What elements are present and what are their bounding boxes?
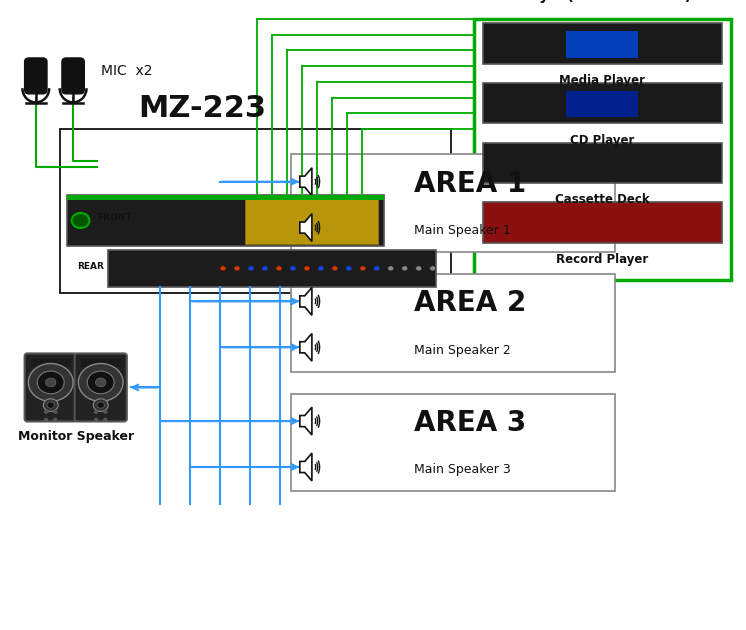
FancyBboxPatch shape	[67, 195, 384, 246]
FancyBboxPatch shape	[474, 19, 731, 280]
FancyBboxPatch shape	[67, 195, 384, 200]
Circle shape	[47, 402, 54, 408]
Polygon shape	[300, 214, 312, 241]
Circle shape	[360, 266, 366, 271]
Polygon shape	[300, 453, 312, 481]
Circle shape	[416, 266, 421, 271]
Circle shape	[374, 266, 380, 271]
Circle shape	[262, 266, 268, 271]
FancyBboxPatch shape	[483, 83, 722, 123]
Circle shape	[402, 266, 408, 271]
Circle shape	[304, 266, 310, 271]
FancyBboxPatch shape	[108, 250, 436, 287]
Polygon shape	[300, 168, 312, 195]
Circle shape	[46, 378, 56, 387]
FancyBboxPatch shape	[31, 359, 71, 367]
FancyBboxPatch shape	[566, 91, 639, 117]
Text: Main Speaker 3: Main Speaker 3	[414, 464, 511, 476]
Circle shape	[37, 371, 64, 394]
Text: Record Player: Record Player	[557, 253, 648, 266]
Text: FRONT: FRONT	[97, 214, 131, 222]
Text: MIC  x2: MIC x2	[101, 64, 152, 78]
FancyBboxPatch shape	[81, 359, 121, 367]
Circle shape	[248, 266, 254, 271]
Text: Cassette Deck: Cassette Deck	[555, 193, 650, 207]
FancyBboxPatch shape	[245, 197, 377, 244]
Text: AREA 1: AREA 1	[414, 169, 527, 198]
Circle shape	[44, 410, 48, 414]
Text: AREA 3: AREA 3	[414, 409, 527, 437]
Circle shape	[43, 399, 58, 411]
Circle shape	[318, 266, 324, 271]
Circle shape	[290, 266, 296, 271]
Circle shape	[103, 418, 107, 421]
Text: Main Speaker 2: Main Speaker 2	[414, 344, 511, 357]
Text: Main Speaker 1: Main Speaker 1	[414, 224, 511, 237]
FancyBboxPatch shape	[483, 142, 722, 183]
FancyBboxPatch shape	[25, 58, 47, 94]
Text: AREA 2: AREA 2	[414, 289, 527, 318]
Circle shape	[28, 364, 73, 401]
Circle shape	[332, 266, 338, 271]
Circle shape	[44, 418, 48, 421]
FancyBboxPatch shape	[62, 58, 84, 94]
FancyBboxPatch shape	[75, 353, 127, 421]
Circle shape	[95, 378, 106, 387]
Circle shape	[94, 418, 98, 421]
Circle shape	[430, 266, 436, 271]
Circle shape	[276, 266, 282, 271]
Circle shape	[220, 266, 226, 271]
Circle shape	[94, 410, 98, 414]
Circle shape	[72, 213, 90, 228]
FancyBboxPatch shape	[291, 154, 615, 252]
Circle shape	[87, 371, 114, 394]
Text: Media Player: Media Player	[560, 74, 645, 87]
FancyBboxPatch shape	[483, 23, 722, 64]
Text: Player(MAX:10Units): Player(MAX:10Units)	[513, 0, 692, 3]
FancyBboxPatch shape	[483, 202, 722, 243]
Polygon shape	[300, 287, 312, 315]
FancyBboxPatch shape	[25, 353, 77, 421]
Circle shape	[234, 266, 240, 271]
Circle shape	[346, 266, 352, 271]
Circle shape	[97, 402, 104, 408]
Polygon shape	[300, 333, 312, 361]
FancyBboxPatch shape	[291, 394, 615, 491]
Circle shape	[103, 410, 107, 414]
Text: Monitor Speaker: Monitor Speaker	[18, 430, 134, 444]
FancyBboxPatch shape	[566, 31, 639, 57]
Circle shape	[53, 418, 57, 421]
Circle shape	[53, 410, 57, 414]
Text: CD Player: CD Player	[570, 134, 635, 147]
Text: MZ-223: MZ-223	[138, 94, 266, 123]
Circle shape	[78, 364, 123, 401]
Polygon shape	[300, 407, 312, 435]
Circle shape	[93, 399, 108, 411]
FancyBboxPatch shape	[291, 274, 615, 372]
Text: REAR: REAR	[78, 262, 104, 271]
Circle shape	[388, 266, 394, 271]
